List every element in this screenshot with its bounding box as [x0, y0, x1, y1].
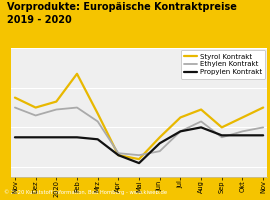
Propylen Kontrakt	[241, 134, 244, 137]
Styrol Kontrakt	[96, 112, 99, 115]
Line: Ethylen Kontrakt: Ethylen Kontrakt	[15, 108, 263, 155]
Propylen Kontrakt	[262, 134, 265, 137]
Ethylen Kontrakt	[220, 136, 223, 139]
Propylen Kontrakt	[137, 162, 141, 164]
Ethylen Kontrakt	[241, 130, 244, 133]
Propylen Kontrakt	[34, 136, 37, 139]
Ethylen Kontrakt	[117, 152, 120, 154]
Styrol Kontrakt	[55, 100, 58, 103]
Ethylen Kontrakt	[96, 120, 99, 123]
Propylen Kontrakt	[13, 136, 16, 139]
Styrol Kontrakt	[220, 126, 223, 129]
Propylen Kontrakt	[96, 138, 99, 140]
Ethylen Kontrakt	[262, 126, 265, 129]
Styrol Kontrakt	[117, 154, 120, 156]
Ethylen Kontrakt	[75, 106, 79, 109]
Ethylen Kontrakt	[55, 108, 58, 111]
Line: Propylen Kontrakt: Propylen Kontrakt	[15, 127, 263, 163]
Line: Styrol Kontrakt: Styrol Kontrakt	[15, 74, 263, 159]
Ethylen Kontrakt	[158, 150, 161, 152]
Styrol Kontrakt	[200, 108, 203, 111]
Propylen Kontrakt	[75, 136, 79, 139]
Propylen Kontrakt	[158, 142, 161, 144]
Propylen Kontrakt	[117, 154, 120, 156]
Styrol Kontrakt	[241, 116, 244, 119]
Styrol Kontrakt	[179, 116, 182, 119]
Ethylen Kontrakt	[200, 120, 203, 123]
Propylen Kontrakt	[200, 126, 203, 129]
Styrol Kontrakt	[158, 136, 161, 139]
Styrol Kontrakt	[34, 106, 37, 109]
Propylen Kontrakt	[179, 130, 182, 133]
Ethylen Kontrakt	[179, 130, 182, 133]
Ethylen Kontrakt	[34, 114, 37, 117]
Legend: Styrol Kontrakt, Ethylen Kontrakt, Propylen Kontrakt: Styrol Kontrakt, Ethylen Kontrakt, Propy…	[181, 50, 265, 79]
Text: Vorprodukte: Europäische Kontraktpreise
2019 - 2020: Vorprodukte: Europäische Kontraktpreise …	[7, 2, 237, 25]
Styrol Kontrakt	[137, 158, 141, 160]
Propylen Kontrakt	[220, 134, 223, 137]
Ethylen Kontrakt	[137, 154, 141, 156]
Styrol Kontrakt	[262, 106, 265, 109]
Styrol Kontrakt	[13, 96, 16, 99]
Styrol Kontrakt	[75, 73, 79, 75]
Ethylen Kontrakt	[13, 106, 16, 109]
Text: © 2020 Kunststoff Information, Bad Homburg - www.kiweb.de: © 2020 Kunststoff Information, Bad Hombu…	[4, 190, 167, 195]
Propylen Kontrakt	[55, 136, 58, 139]
